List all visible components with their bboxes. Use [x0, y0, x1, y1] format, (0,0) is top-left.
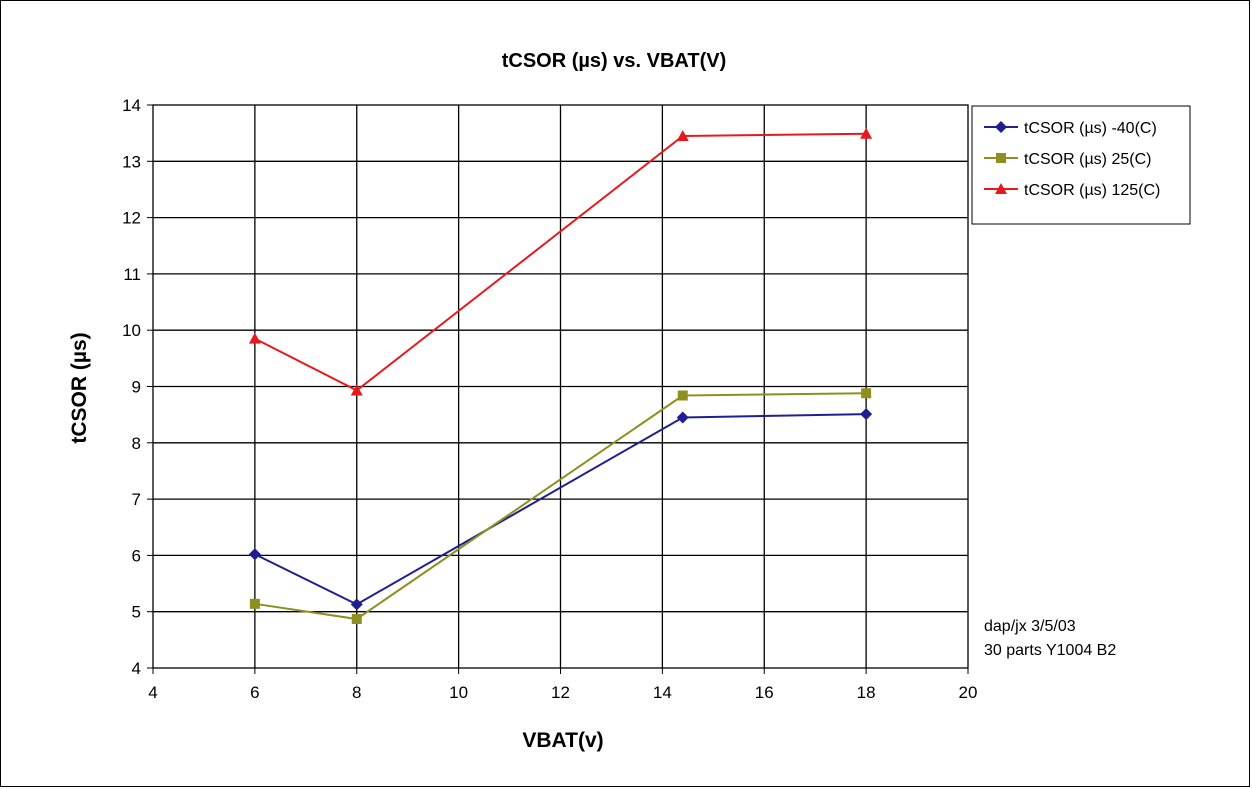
x-tick-label: 16 [755, 683, 774, 702]
y-tick-label: 11 [123, 265, 141, 284]
annotation-date: dap/jx 3/5/03 [984, 618, 1076, 635]
x-tick-label: 6 [250, 683, 259, 702]
data-point [350, 598, 363, 611]
y-tick-label: 4 [132, 659, 141, 678]
series-line-0 [254, 413, 867, 606]
legend-label: tCSOR (µs) 25(C) [1024, 151, 1151, 168]
data-point [249, 598, 260, 609]
legend-marker [995, 183, 1007, 194]
data-point [860, 127, 873, 139]
data-point [350, 384, 363, 396]
legend-box [971, 105, 1191, 225]
legend-marker [996, 153, 1006, 163]
data-point [248, 548, 261, 561]
data-point [248, 332, 261, 344]
legend-marker [995, 121, 1007, 133]
data-point [676, 411, 689, 424]
x-tick-label: 20 [959, 683, 978, 702]
legend-label: tCSOR (µs) -40(C) [1024, 120, 1157, 137]
x-axis: 4 6 8 10 12 14 16 18 20 [148, 668, 977, 702]
series-line-2 [254, 132, 867, 392]
y-tick-label: 5 [132, 603, 141, 622]
legend: tCSOR (µs) -40(C) tCSOR (µs) 25(C) tCSOR (… [971, 105, 1191, 225]
data-point [677, 390, 688, 401]
y-axis-title: tCSOR (µs) [68, 332, 91, 443]
x-tick-label: 18 [857, 683, 876, 702]
chart-title: tCSOR (µs) vs. VBAT(V) [502, 50, 727, 72]
x-tick-label: 12 [551, 683, 570, 702]
y-tick-label: 6 [132, 546, 141, 565]
series-group [248, 127, 873, 625]
y-tick-label: 13 [122, 152, 141, 171]
x-tick-label: 8 [352, 683, 361, 702]
data-point [351, 614, 362, 625]
y-axis: 4 5 6 7 8 9 10 11 12 13 14 [122, 96, 153, 678]
data-point [860, 408, 873, 421]
y-tick-label: 7 [132, 490, 141, 509]
data-point [676, 129, 689, 141]
x-axis-title: VBAT(v) [522, 729, 603, 752]
annotation-parts: 30 parts Y1004 B2 [984, 642, 1116, 659]
y-tick-label: 14 [122, 96, 141, 115]
legend-label: tCSOR (µs) 125(C) [1024, 182, 1160, 199]
y-tick-label: 8 [132, 434, 141, 453]
y-tick-label: 9 [132, 378, 141, 397]
y-tick-label: 12 [122, 209, 141, 228]
data-point [861, 388, 872, 399]
y-tick-label: 10 [122, 321, 141, 340]
series-line-1 [254, 392, 867, 621]
grid [153, 105, 968, 668]
x-tick-label: 14 [653, 683, 672, 702]
x-tick-label: 4 [148, 683, 157, 702]
x-tick-label: 10 [449, 683, 468, 702]
